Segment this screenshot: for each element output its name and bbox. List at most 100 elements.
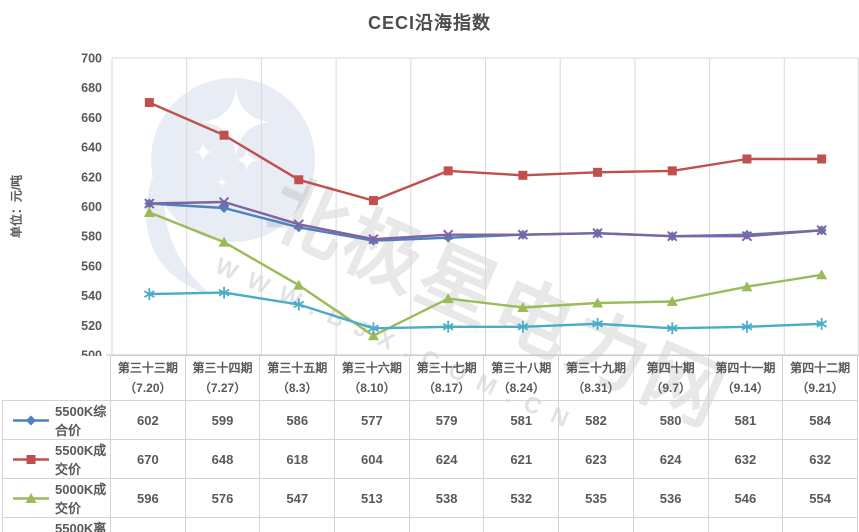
data-point-marker <box>442 320 454 333</box>
data-point-marker <box>592 297 604 308</box>
x-axis-category-label: 第四十期 （9.7） <box>632 355 709 401</box>
data-point-marker <box>593 167 603 177</box>
data-point-marker <box>367 322 379 335</box>
table-value-cell: 582 <box>558 400 634 440</box>
table-value-cell: 586 <box>259 400 336 440</box>
table-value-cell: 580 <box>632 400 709 440</box>
legend-marker-glyph <box>26 454 36 464</box>
y-axis-tick-label: 540 <box>81 289 102 303</box>
y-axis-tick-label: 680 <box>81 81 102 95</box>
table-value-cell: 579 <box>408 400 485 440</box>
table-value-cell: 602 <box>110 517 186 532</box>
legend-marker-glyph <box>25 492 37 503</box>
table-value-cell: 596 <box>110 478 186 518</box>
data-point-marker <box>592 228 603 239</box>
y-axis-tick-label: 660 <box>81 111 102 125</box>
table-value-cell: 632 <box>782 439 858 479</box>
table-value-cell: 582 <box>558 517 634 532</box>
y-axis-tick-label: 620 <box>81 170 102 184</box>
line-chart: 700 680 660 640 620 600 580 560 540 520 500 <box>81 52 859 357</box>
data-point-marker <box>666 322 678 335</box>
data-point-marker <box>368 196 378 206</box>
data-point-marker <box>144 98 154 108</box>
table-value-cell: 648 <box>184 439 261 479</box>
data-point-marker <box>741 229 752 240</box>
data-point-marker <box>293 298 305 311</box>
y-axis-tick-label: 700 <box>81 52 102 66</box>
series-name: 5500K综合价 <box>55 404 107 438</box>
y-axis-tick-label: 560 <box>81 259 102 273</box>
x-axis-category-label: 第四十一期 （9.14） <box>707 355 784 401</box>
corner-cell <box>3 356 111 401</box>
table-row: 5500K综合价 602 599 586 577 579 581 582 580 581 584 <box>2 400 858 440</box>
x-axis-category-label: 第三十六期 （8.10） <box>334 355 410 401</box>
table-value-cell: 621 <box>483 439 560 479</box>
table-value-cell: 581 <box>707 400 784 440</box>
data-point-marker <box>442 229 454 240</box>
legend-marker-icon <box>13 415 49 425</box>
table-value-cell: 577 <box>334 400 410 440</box>
data-point-marker <box>517 301 529 312</box>
y-axis-tick-label: 580 <box>81 230 102 244</box>
table-value-cell: 578 <box>334 517 410 532</box>
data-point-marker <box>816 317 828 330</box>
data-point-marker <box>816 269 828 280</box>
data-point-marker <box>443 166 453 176</box>
table-value-cell: 581 <box>483 400 560 440</box>
series-name: 5500K成交价 <box>55 443 107 477</box>
table-value-cell: 554 <box>782 478 858 518</box>
data-point-marker <box>741 320 753 333</box>
table-value-cell: 602 <box>110 400 186 440</box>
data-point-marker <box>219 130 229 140</box>
table-value-cell: 535 <box>558 478 634 518</box>
x-axis-category-label: 第四十二期 （9.21） <box>782 355 858 401</box>
x-axis-category-label: 第三十八期 （8.24） <box>483 355 560 401</box>
x-axis-category-label: 第三十三期 （7.20） <box>110 355 186 401</box>
data-point-marker <box>442 293 454 304</box>
table-value-cell: 599 <box>184 400 261 440</box>
table-value-cell: 588 <box>259 517 336 532</box>
data-table: 第三十三期 （7.20） 第三十四期 （7.27） 第三十五期 （8.3） 第三十六期 （8.… <box>2 355 858 532</box>
legend-item: 5500K离岸价 <box>2 517 111 532</box>
data-point-marker <box>741 230 753 242</box>
data-point-marker <box>666 296 678 307</box>
table-value-cell: 580 <box>707 517 784 532</box>
data-point-marker <box>517 229 529 240</box>
table-value-cell: 584 <box>782 517 858 532</box>
legend-marker-icon <box>13 492 49 503</box>
x-axis-category-label: 第三十五期 （8.3） <box>259 355 336 401</box>
data-point-marker <box>592 317 604 330</box>
table-value-cell: 547 <box>259 478 336 518</box>
legend-item: 5500K成交价 <box>2 439 111 479</box>
data-point-marker <box>293 279 305 290</box>
series-line-5000K成交价 <box>148 211 822 337</box>
data-point-marker <box>817 154 827 164</box>
legend-marker-glyph <box>26 415 36 425</box>
table-value-cell: 624 <box>632 439 709 479</box>
data-point-marker <box>368 235 379 246</box>
y-axis-tick-label: 600 <box>81 200 102 214</box>
legend-item: 5500K综合价 <box>2 400 111 440</box>
data-point-marker <box>218 286 230 299</box>
table-value-cell: 532 <box>483 478 560 518</box>
table-value-cell: 513 <box>334 478 410 518</box>
table-value-cell: 576 <box>184 478 261 518</box>
y-axis-tick-label: 520 <box>81 319 102 333</box>
y-axis-title: 单位：元/吨 <box>9 174 24 239</box>
y-axis-tick-label: 500 <box>81 349 102 357</box>
legend-item: 5000K成交价 <box>2 478 111 518</box>
data-point-marker <box>816 225 827 236</box>
chart-title: CECI沿海指数 <box>367 13 491 33</box>
x-axis-category-label: 第三十七期 （8.17） <box>408 355 485 401</box>
data-point-marker <box>367 330 379 341</box>
x-axis-category-label: 第三十四期 （7.27） <box>184 355 261 401</box>
table-value-cell: 581 <box>483 517 560 532</box>
table-row: 5000K成交价 596 576 547 513 538 532 535 536 546 554 <box>2 478 858 518</box>
legend-marker-icon <box>13 454 49 464</box>
data-point-marker <box>517 320 529 333</box>
x-axis-category-label: 第三十九期 （8.31） <box>558 355 634 401</box>
data-point-marker <box>742 154 752 164</box>
table-row: 5500K成交价 670 648 618 604 624 621 623 624 632 632 <box>2 439 858 479</box>
table-value-cell: 624 <box>408 439 485 479</box>
table-value-cell: 584 <box>782 400 858 440</box>
